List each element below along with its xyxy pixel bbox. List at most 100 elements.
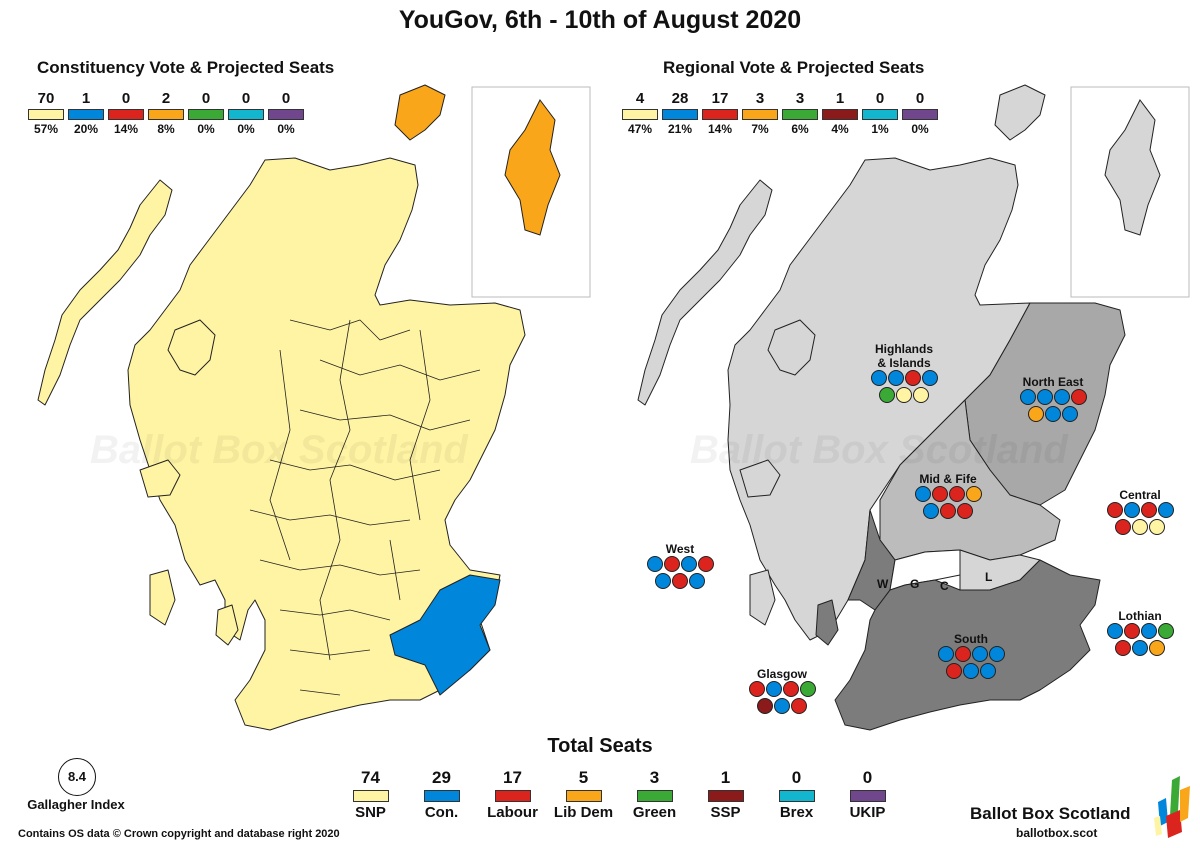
seat-dot-con xyxy=(774,698,790,714)
regional-legend-percent: 7% xyxy=(751,122,769,136)
constituency-legend-item: 1 20% xyxy=(66,90,106,136)
regional-legend-item: 1 4% xyxy=(820,90,860,136)
area-letter-g: G xyxy=(910,577,920,591)
constituency-legend-item: 0 14% xyxy=(106,90,146,136)
seat-dot-lab xyxy=(904,370,921,386)
mainland-shape xyxy=(127,157,526,731)
constituency-legend-percent: 14% xyxy=(113,122,139,136)
seat-dot-con xyxy=(1053,389,1070,405)
regional-legend-swatch xyxy=(822,109,858,120)
regional-legend-swatch xyxy=(702,109,738,120)
page-title: YouGov, 6th - 10th of August 2020 xyxy=(398,6,802,34)
region-label-west: West xyxy=(665,542,695,556)
region-label-north-east: North East xyxy=(1022,375,1084,389)
seat-dot-con xyxy=(921,370,938,386)
region-block-mid-fife: Mid & Fife xyxy=(908,472,988,519)
seat-dot-con xyxy=(689,573,705,589)
total-seats-value: 29 xyxy=(432,768,451,787)
total-item: 5 Lib Dem xyxy=(548,768,619,821)
region-dots-west xyxy=(640,556,720,589)
seat-dot-con xyxy=(923,503,939,519)
region-label-highlands: Highlands & Islands xyxy=(874,342,933,370)
gallagher-value: 8.4 xyxy=(58,758,96,796)
seat-dot-con xyxy=(887,370,904,386)
seat-row xyxy=(757,698,807,714)
constituency-legend-swatch xyxy=(268,109,304,120)
shetland-inset-frame-left xyxy=(471,86,591,298)
total-seats-value: 74 xyxy=(361,768,380,787)
seat-dot-snp xyxy=(896,387,912,403)
shetland-shape-left xyxy=(504,99,561,236)
seat-dot-con xyxy=(1036,389,1053,405)
seat-row xyxy=(870,370,938,386)
seat-dot-lab xyxy=(663,556,680,572)
seat-dot-lab xyxy=(940,503,956,519)
seat-dot-lab xyxy=(1115,519,1131,535)
seat-row xyxy=(937,646,1005,662)
seat-dot-snp xyxy=(1149,519,1165,535)
total-item: 3 Green xyxy=(619,768,690,821)
total-item: 74 SNP xyxy=(335,768,406,821)
seat-dot-lab xyxy=(954,646,971,662)
region-dots-glasgow xyxy=(740,681,824,714)
brand-url: ballotbox.scot xyxy=(1016,826,1098,840)
constituency-legend-swatch xyxy=(228,109,264,120)
constituency-legend-percent: 20% xyxy=(73,122,99,136)
constituency-legend-percent: 0% xyxy=(197,122,215,136)
regional-legend-seats: 17 xyxy=(711,90,729,107)
seat-dot-con xyxy=(870,370,887,386)
seat-dot-con xyxy=(1062,406,1078,422)
borders-con-seat xyxy=(389,574,501,696)
seat-dot-con xyxy=(646,556,663,572)
seat-dot-lab xyxy=(1115,640,1131,656)
seat-row xyxy=(879,387,929,403)
seat-dot-grn xyxy=(1157,623,1174,639)
regional-legend-percent: 21% xyxy=(667,122,693,136)
seat-dot-lab xyxy=(1140,502,1157,518)
constituency-legend-seats: 0 xyxy=(281,90,291,107)
regional-legend-item: 0 0% xyxy=(900,90,940,136)
seat-dot-lab xyxy=(946,663,962,679)
arran-shape xyxy=(215,604,239,646)
region-block-south: South xyxy=(931,632,1011,679)
constituency-legend-item: 70 57% xyxy=(26,90,66,136)
seat-dot-lab xyxy=(782,681,799,697)
regional-legend-swatch xyxy=(902,109,938,120)
region-dots-south xyxy=(931,646,1011,679)
regional-legend-percent: 0% xyxy=(911,122,929,136)
seat-dot-snp xyxy=(913,387,929,403)
regional-legend-item: 0 1% xyxy=(860,90,900,136)
seat-dot-con xyxy=(1019,389,1036,405)
constituency-legend: 70 57% 1 20% 0 14% 2 8% 0 0% 0 0% 0 0% xyxy=(26,90,306,136)
region-dots-central xyxy=(1100,502,1180,535)
mull-shape xyxy=(139,459,181,498)
brand-name: Ballot Box Scotland xyxy=(970,804,1131,823)
regional-legend-seats: 0 xyxy=(875,90,885,107)
total-party-name: Green xyxy=(632,804,677,821)
constituency-legend-item: 0 0% xyxy=(226,90,266,136)
seat-row xyxy=(655,573,705,589)
constituency-legend-swatch xyxy=(108,109,144,120)
constituency-legend-seats: 70 xyxy=(37,90,55,107)
watermark-left: Ballot Box Scotland xyxy=(90,428,468,472)
constituency-legend-item: 0 0% xyxy=(266,90,306,136)
regional-legend-item: 4 47% xyxy=(620,90,660,136)
region-dots-lothian xyxy=(1100,623,1180,656)
regional-legend-percent: 47% xyxy=(627,122,653,136)
region-dots-highlands xyxy=(864,370,944,403)
seat-dot-grn xyxy=(799,681,816,697)
regional-legend-item: 3 6% xyxy=(780,90,820,136)
constituency-map xyxy=(37,84,526,731)
constituency-legend-item: 2 8% xyxy=(146,90,186,136)
total-swatch xyxy=(565,790,602,802)
seat-dot-ld xyxy=(965,486,982,502)
total-swatch xyxy=(423,790,460,802)
seat-row xyxy=(1106,502,1174,518)
region-label-south: South xyxy=(954,632,988,646)
seat-dot-con xyxy=(971,646,988,662)
regional-legend-item: 28 21% xyxy=(660,90,700,136)
regional-legend-swatch xyxy=(622,109,658,120)
total-swatch xyxy=(849,790,886,802)
total-party-name: Labour xyxy=(487,804,538,821)
